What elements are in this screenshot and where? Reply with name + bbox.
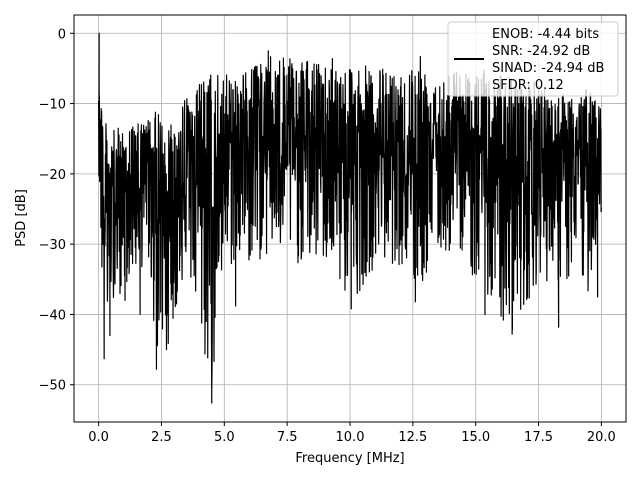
x-tick-label: 20.0: [587, 430, 616, 445]
series-layer: [98, 32, 602, 404]
y-tick-label: −10: [39, 98, 66, 113]
x-tick-label: 15.0: [461, 430, 490, 445]
x-tick-label: 5.0: [214, 430, 235, 445]
y-tick-label: −20: [39, 168, 66, 183]
legend-entry-snr: SNR: -24.92 dB: [492, 44, 590, 59]
y-tick-label: −50: [39, 379, 66, 394]
x-tick-label: 10.0: [336, 430, 365, 445]
psd-series-line: [98, 32, 602, 404]
x-tick-label: 17.5: [524, 430, 553, 445]
y-tick-label: −40: [39, 308, 66, 323]
x-tick-label: 2.5: [151, 430, 172, 445]
y-axis: 0 −10 −20 −30 −40 −50: [39, 27, 74, 394]
legend: ENOB: -4.44 bits SNR: -24.92 dB SINAD: -…: [447, 21, 619, 97]
legend-entry-sinad: SINAD: -24.94 dB: [492, 61, 604, 76]
x-tick-label: 7.5: [277, 430, 298, 445]
y-tick-label: 0: [58, 27, 66, 42]
legend-entry-enob: ENOB: -4.44 bits: [492, 27, 599, 42]
x-tick-label: 12.5: [398, 430, 427, 445]
legend-box: [447, 21, 619, 97]
x-tick-label: 0.0: [88, 430, 109, 445]
legend-entry-sfdr: SFDR: 0.12: [492, 78, 564, 93]
y-tick-label: −30: [39, 238, 66, 253]
x-axis-label: Frequency [MHz]: [295, 451, 404, 466]
x-axis: 0.0 2.5 5.0 7.5 10.0 12.5 15.0 17.5 20.0: [88, 422, 616, 445]
y-axis-label: PSD [dB]: [14, 189, 29, 247]
